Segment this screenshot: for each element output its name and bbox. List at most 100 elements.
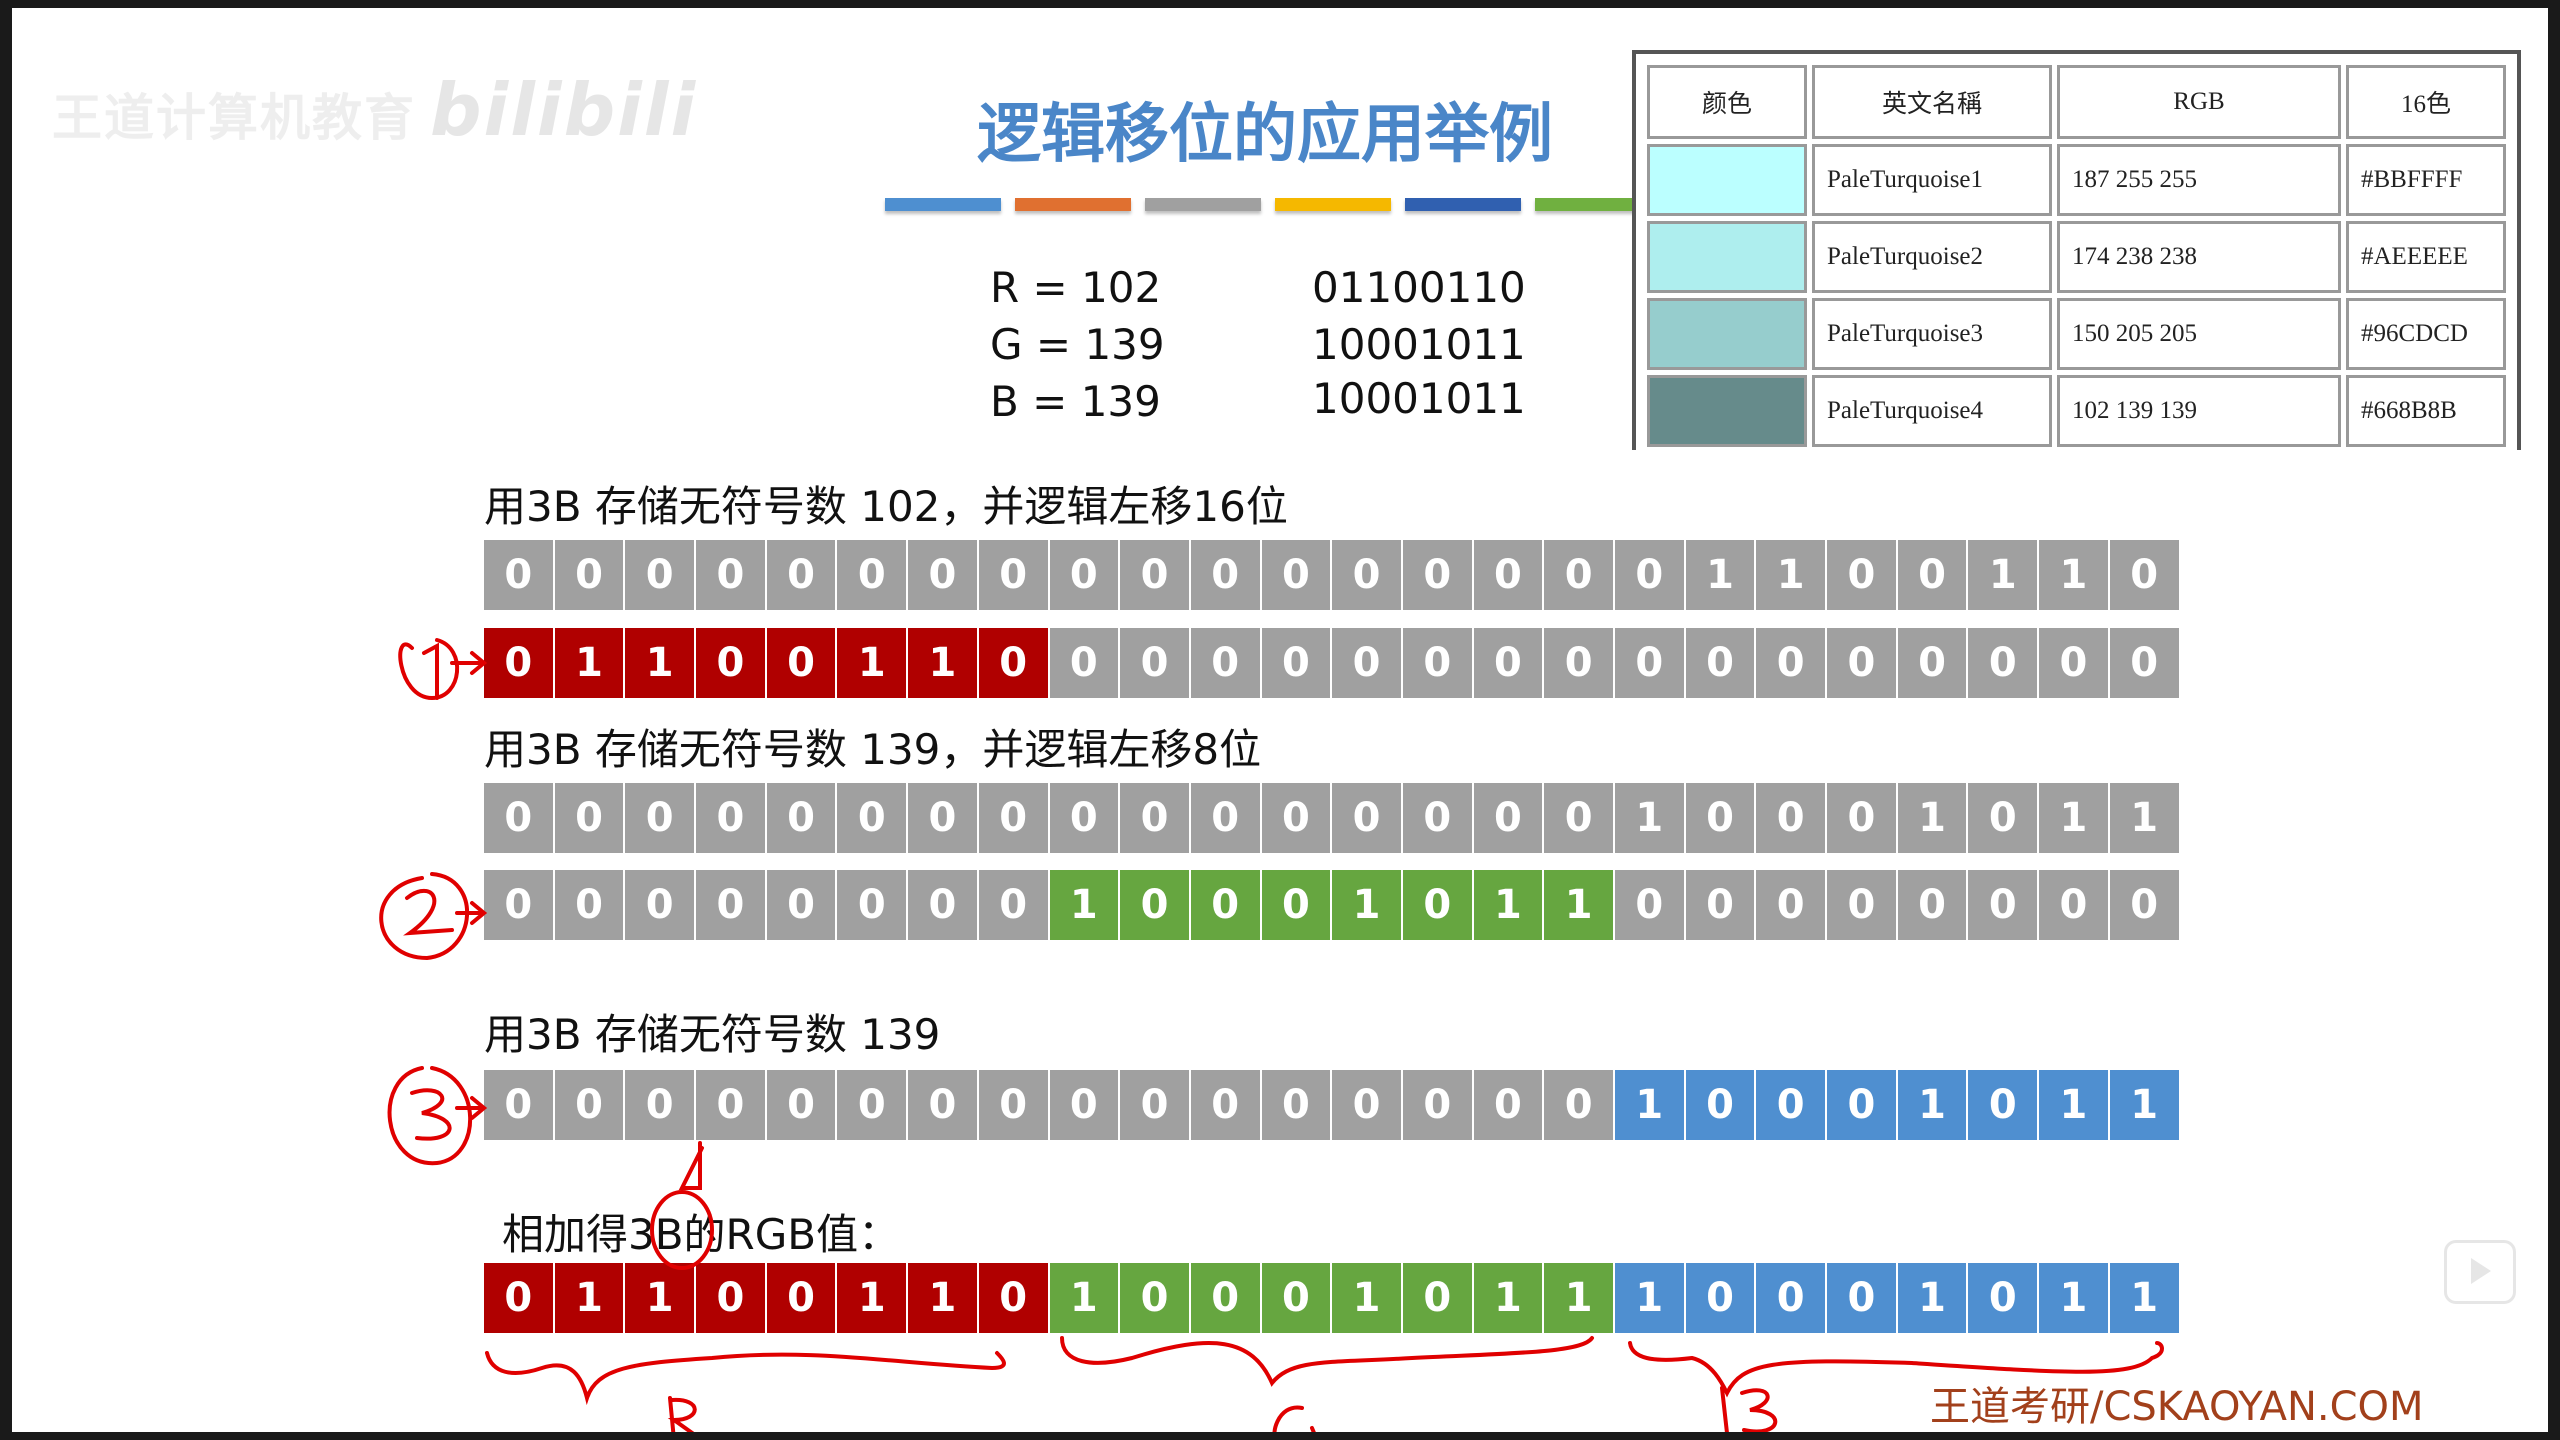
bit-cell: 0 — [1544, 628, 1613, 698]
page-title: 逻辑移位的应用举例 — [977, 98, 1553, 172]
bit-cell: 0 — [766, 628, 836, 698]
bit-cell: 0 — [2039, 870, 2108, 940]
bit-cell: 0 — [1544, 1070, 1613, 1140]
bit-cell: 0 — [696, 783, 765, 853]
bit-cell: 0 — [1685, 870, 1755, 940]
label-g — [1272, 1405, 1316, 1432]
bit-cell: 0 — [766, 540, 836, 610]
value-r-label: R = 102 — [990, 263, 1162, 312]
bit-cell: 0 — [2109, 540, 2179, 610]
bit-cell: 0 — [484, 628, 553, 698]
color-rgb: 150 205 205 — [2057, 298, 2341, 370]
bit-cell: 0 — [978, 628, 1048, 698]
bit-cell: 0 — [1402, 540, 1472, 610]
bit-cell: 1 — [1544, 870, 1613, 940]
bit-cell: 0 — [1968, 628, 2038, 698]
bit-cell: 1 — [2109, 1263, 2179, 1333]
bit-cell: 0 — [1685, 628, 1755, 698]
bit-cell: 1 — [1897, 1263, 1967, 1333]
bit-cell: 0 — [1261, 1263, 1331, 1333]
bit-cell: 0 — [1473, 540, 1543, 610]
brace-b — [1628, 1341, 2164, 1398]
bit-cell: 0 — [1190, 1263, 1260, 1333]
color-table: 颜色 英文名稱 RGB 16色 PaleTurquoise1 187 255 2… — [1632, 50, 2521, 450]
bit-cell: 0 — [908, 870, 977, 940]
bit-cell: 0 — [1968, 783, 2038, 853]
bit-cell: 0 — [484, 783, 553, 853]
color-rgb: 187 255 255 — [2057, 144, 2341, 216]
table-row: PaleTurquoise3 150 205 205 #96CDCD — [1647, 298, 2506, 370]
bit-cell: 0 — [1049, 628, 1119, 698]
bit-cell: 0 — [837, 1070, 907, 1140]
bit-cell: 1 — [1473, 1263, 1543, 1333]
bit-cell: 0 — [625, 783, 695, 853]
bit-cell: 0 — [1827, 540, 1896, 610]
bit-cell: 0 — [1615, 540, 1684, 610]
bit-cell: 0 — [1402, 870, 1472, 940]
bit-cell: 0 — [1473, 1070, 1543, 1140]
bit-cell: 0 — [1756, 1070, 1826, 1140]
color-name: PaleTurquoise1 — [1812, 144, 2052, 216]
bit-cell: 0 — [1685, 1070, 1755, 1140]
bit-cell: 1 — [1615, 783, 1684, 853]
bit-cell: 0 — [554, 783, 624, 853]
circle-mark-1 — [398, 638, 488, 701]
value-g-binary: 10001011 — [1312, 320, 1526, 369]
bit-cell: 1 — [625, 628, 695, 698]
table-row: PaleTurquoise4 102 139 139 #668B8B — [1647, 375, 2506, 447]
bit-cell: 1 — [1756, 540, 1826, 610]
bit-cell: 0 — [1049, 1070, 1119, 1140]
bit-cell: 1 — [554, 628, 624, 698]
bit-cell: 1 — [1968, 540, 2038, 610]
bit-cell: 0 — [696, 870, 765, 940]
bit-cell: 0 — [1120, 783, 1189, 853]
bit-cell: 0 — [1332, 1070, 1401, 1140]
bit-cell: 0 — [1827, 1263, 1896, 1333]
bit-cell: 0 — [484, 1263, 553, 1333]
bit-cell: 0 — [2039, 628, 2108, 698]
bit-cell: 1 — [1049, 870, 1119, 940]
bit-cell: 0 — [978, 783, 1048, 853]
bit-cell: 0 — [978, 1070, 1048, 1140]
bit-cell: 0 — [1615, 628, 1684, 698]
value-r-binary: 01100110 — [1312, 263, 1526, 312]
bit-cell: 1 — [1332, 1263, 1401, 1333]
bit-cell: 0 — [766, 783, 836, 853]
bit-cell: 0 — [1402, 1070, 1472, 1140]
bit-cell: 0 — [625, 540, 695, 610]
bit-cell: 0 — [1827, 870, 1896, 940]
brace-r — [485, 1351, 1006, 1406]
title-bar-0 — [885, 198, 1001, 211]
bit-cell: 1 — [1473, 870, 1543, 940]
bit-cell: 0 — [696, 1263, 765, 1333]
bit-cell: 1 — [554, 1263, 624, 1333]
bit-cell: 0 — [1827, 1070, 1896, 1140]
slide: 王道计算机教育 bilibili 逻辑移位的应用举例 R = 102 G = 13… — [12, 8, 2548, 1432]
bit-cell: 0 — [1968, 870, 2038, 940]
color-hex: #BBFFFF — [2346, 144, 2506, 216]
bit-cell: 0 — [1332, 783, 1401, 853]
bit-cell: 0 — [1120, 628, 1189, 698]
color-hex: #668B8B — [2346, 375, 2506, 447]
header-color: 颜色 — [1647, 65, 1807, 139]
heading-step-1: 用3B 存储无符号数 102，并逻辑左移16位 — [484, 482, 1288, 531]
bit-cell: 0 — [766, 1263, 836, 1333]
header-rgb: RGB — [2057, 65, 2341, 139]
bit-cell: 0 — [908, 783, 977, 853]
bit-cell: 1 — [2039, 540, 2108, 610]
bilibili-play-icon[interactable] — [2444, 1240, 2516, 1304]
bit-cell: 0 — [1120, 1263, 1189, 1333]
bit-cell: 0 — [978, 540, 1048, 610]
bit-cell: 1 — [1897, 1070, 1967, 1140]
watermark-logo: 王道计算机教育 bilibili — [52, 68, 697, 152]
bit-cell: 1 — [2109, 1070, 2179, 1140]
bit-cell: 1 — [1897, 783, 1967, 853]
footer-watermark: 王道考研/CSKAOYAN.COM — [1930, 1384, 2424, 1430]
bit-cell: 0 — [908, 1070, 977, 1140]
value-g-label: G = 139 — [990, 320, 1165, 369]
bit-cell: 1 — [1685, 540, 1755, 610]
bit-cell: 1 — [2039, 783, 2108, 853]
